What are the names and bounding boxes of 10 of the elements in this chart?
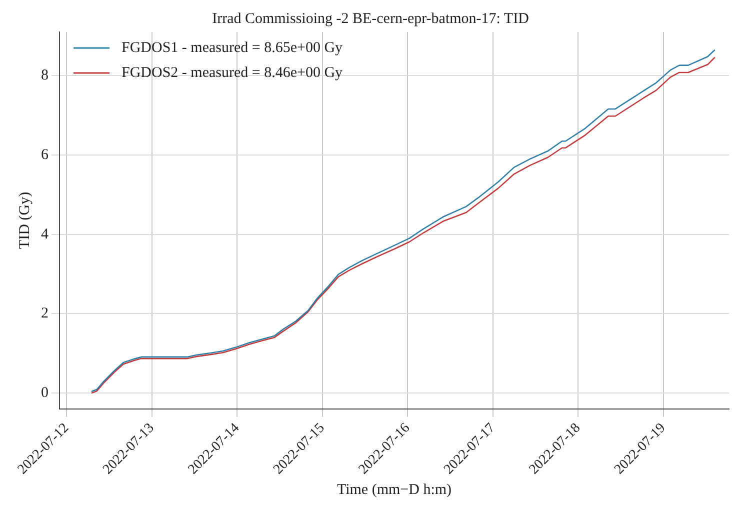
y-axis-title: TID (Gy) xyxy=(16,192,33,250)
chart-title: Irrad Commissioing -2 BE-cern-epr-batmon-17: TID xyxy=(212,10,530,27)
y-tick-label: 0 xyxy=(41,384,48,401)
y-tick-label: 4 xyxy=(41,226,49,242)
y-tick-label: 6 xyxy=(41,146,49,163)
y-tick-label: 2 xyxy=(41,306,48,322)
legend-label: FGDOS2 - measured = 8.46e+00 Gy xyxy=(122,64,344,81)
x-axis-title: Time (mm−D h:m) xyxy=(336,482,452,498)
y-tick-label: 8 xyxy=(41,68,48,84)
legend-label: FGDOS1 - measured = 8.65e+00 Gy xyxy=(122,40,344,56)
